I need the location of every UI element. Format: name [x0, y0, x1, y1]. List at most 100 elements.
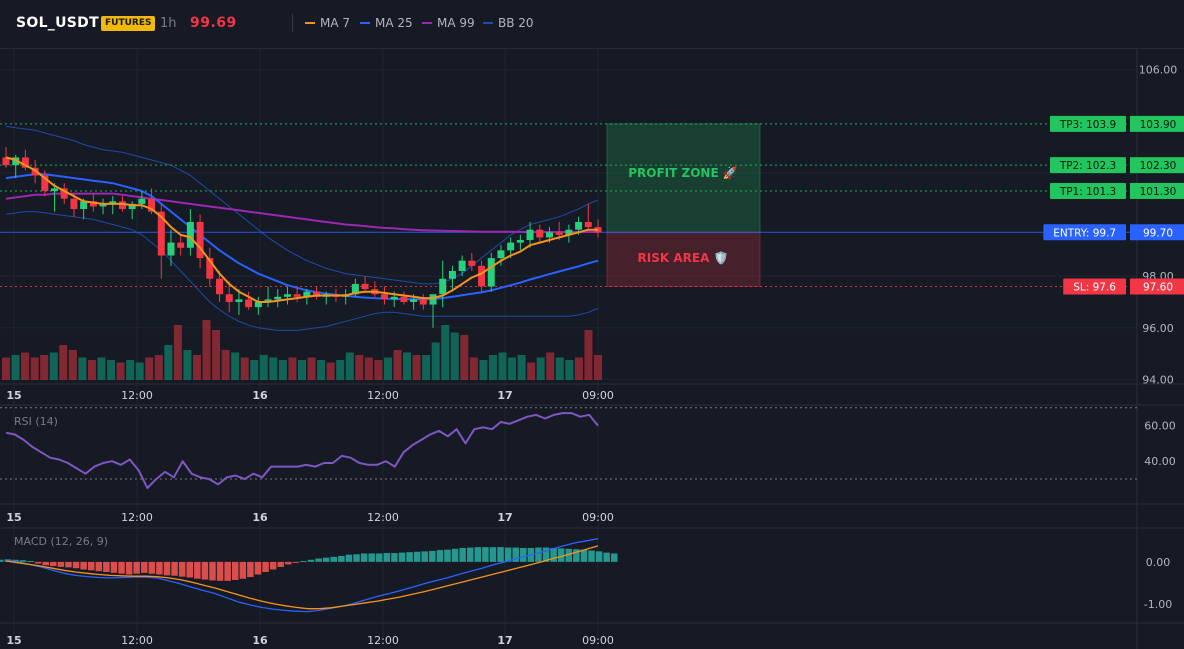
candle-body[interactable]	[313, 291, 321, 297]
candle-body[interactable]	[148, 198, 156, 212]
macd-histogram-bar	[466, 547, 474, 562]
macd-histogram-bar	[557, 548, 565, 562]
candle-body[interactable]	[448, 271, 456, 279]
candle-body[interactable]	[118, 201, 126, 210]
candle-body[interactable]	[99, 203, 107, 207]
candle-body[interactable]	[575, 221, 583, 230]
candle-body[interactable]	[303, 291, 311, 297]
macd-histogram-bar	[520, 547, 527, 562]
candle-body[interactable]	[439, 278, 447, 295]
candle-body[interactable]	[419, 299, 427, 305]
candle-body[interactable]	[12, 157, 20, 166]
macd-histogram-bar	[322, 557, 330, 562]
legend-ma99[interactable]: MA 99	[422, 16, 475, 30]
ma25-line[interactable]	[5, 173, 599, 301]
candle-body[interactable]	[109, 201, 117, 204]
volume-bar	[40, 355, 49, 380]
candle-body[interactable]	[196, 221, 204, 259]
candle-body[interactable]	[167, 242, 175, 256]
macd-histogram-bar	[239, 561, 247, 579]
rsi-pane[interactable]: 15 12:00 16 12:00 17 09:00 RSI (14)	[0, 407, 1137, 524]
candle-body[interactable]	[41, 175, 49, 191]
rsi-line[interactable]	[5, 412, 599, 489]
candle-body[interactable]	[516, 240, 524, 243]
candle-body[interactable]	[264, 299, 272, 302]
candle-body[interactable]	[293, 294, 301, 297]
legend-ma7[interactable]: MA 7	[305, 16, 350, 30]
macd-line[interactable]	[5, 538, 599, 613]
candle-body[interactable]	[2, 157, 10, 166]
symbol-title[interactable]: SOL_USDT	[16, 15, 99, 31]
candle-body[interactable]	[274, 296, 282, 300]
candle-body[interactable]	[584, 221, 592, 228]
candle-body[interactable]	[89, 201, 97, 207]
volume-bar	[202, 320, 211, 380]
macd-pane[interactable]: 15 12:00 16 12:00 17 09:00 MACD (12, 26, 9)	[0, 535, 618, 647]
candle-body[interactable]	[216, 278, 224, 295]
bb-lower-line[interactable]	[5, 211, 599, 331]
volume-bar	[345, 352, 354, 380]
candle-body[interactable]	[429, 294, 437, 305]
candle-body[interactable]	[507, 242, 515, 251]
candle-body[interactable]	[400, 296, 408, 302]
macd-histogram-bar	[588, 550, 595, 562]
candle-body[interactable]	[283, 294, 291, 297]
candle-body[interactable]	[128, 203, 136, 210]
price-pane[interactable]: PROFIT ZONE 🚀 RISK AREA 🛡️ 15 12:00 16 12:00 1…	[0, 123, 1137, 402]
macd-histogram-bar	[360, 553, 368, 562]
candle-body[interactable]	[186, 221, 194, 248]
macd-histogram-bar	[535, 547, 542, 562]
axis-price-tp3: 103.90	[1140, 119, 1177, 131]
futures-badge: FUTURES	[101, 16, 156, 31]
candle-body[interactable]	[380, 294, 388, 300]
macd-histogram-bar	[573, 549, 580, 562]
time-tick-label: 09:00	[582, 389, 614, 402]
bb-upper-line[interactable]	[5, 125, 599, 285]
candle-body[interactable]	[545, 232, 553, 238]
legend-ma25[interactable]: MA 25	[360, 16, 413, 30]
candle-body[interactable]	[21, 157, 29, 168]
candle-body[interactable]	[565, 229, 573, 235]
macd-histogram-bar	[118, 561, 125, 574]
candle-body[interactable]	[468, 260, 476, 266]
volume-bar	[221, 350, 230, 380]
candle-body[interactable]	[351, 283, 359, 295]
trading-chart[interactable]: PROFIT ZONE 🚀RISK AREA 🛡️15 12:00 16 12:00 1…	[0, 49, 1184, 649]
legend-bb20[interactable]: BB 20	[483, 16, 534, 30]
candle-body[interactable]	[138, 198, 146, 204]
candle-body[interactable]	[361, 283, 369, 290]
macd-signal-line[interactable]	[5, 545, 599, 610]
candle-body[interactable]	[526, 229, 534, 241]
volume-bar	[154, 355, 163, 380]
candle-body[interactable]	[478, 265, 486, 287]
macd-histogram-bar	[595, 551, 603, 562]
macd-histogram-bar	[87, 561, 95, 571]
candle-body[interactable]	[70, 198, 78, 210]
candle-body[interactable]	[254, 301, 262, 308]
candle-body[interactable]	[536, 229, 544, 238]
candle-body[interactable]	[157, 211, 165, 256]
candle-body[interactable]	[60, 188, 68, 199]
candle-body[interactable]	[487, 258, 495, 287]
candle-body[interactable]	[225, 294, 233, 302]
volume-bar	[126, 360, 135, 380]
candle-body[interactable]	[555, 232, 563, 235]
candle-body[interactable]	[206, 258, 214, 279]
candle-body[interactable]	[410, 299, 418, 302]
candle-body[interactable]	[497, 250, 505, 259]
candle-body[interactable]	[51, 188, 59, 191]
candle-body[interactable]	[458, 260, 466, 271]
ma99-line[interactable]	[5, 192, 598, 233]
candle-body[interactable]	[31, 167, 39, 176]
ma7-line[interactable]	[5, 156, 598, 303]
candle-body[interactable]	[177, 242, 185, 248]
timeframe-label[interactable]: 1h	[160, 16, 177, 31]
candle-body[interactable]	[235, 299, 243, 302]
candle-body[interactable]	[390, 296, 398, 300]
volume-bar	[498, 352, 507, 380]
candle-body[interactable]	[80, 201, 88, 210]
time-tick-label: 17	[497, 511, 512, 524]
candle-body[interactable]	[245, 299, 253, 308]
macd-histogram-bar	[292, 561, 300, 563]
